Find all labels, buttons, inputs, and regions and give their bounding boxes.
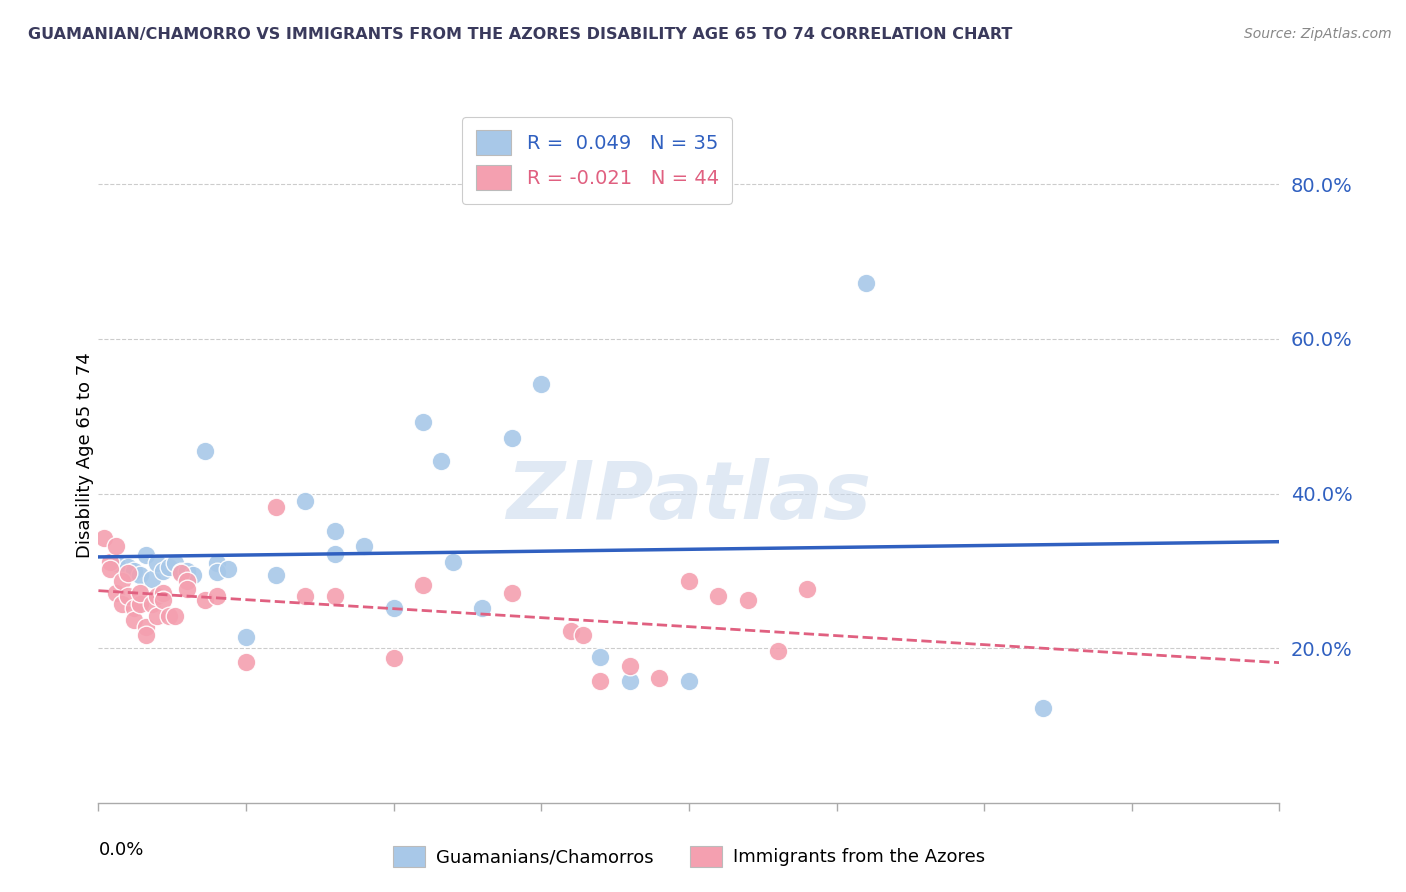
Point	[128, 597, 150, 611]
Point	[98, 562, 121, 576]
Point	[146, 608, 169, 623]
Point	[128, 585, 150, 599]
Point	[117, 560, 139, 574]
Point	[105, 585, 128, 599]
Point	[122, 564, 145, 578]
Point	[294, 590, 316, 604]
Point	[194, 593, 217, 607]
Point	[766, 643, 789, 657]
Point	[205, 566, 228, 580]
Point	[501, 431, 523, 445]
Point	[165, 556, 187, 570]
Point	[152, 564, 174, 578]
Point	[678, 574, 700, 588]
Point	[796, 582, 818, 596]
Point	[560, 624, 582, 639]
Text: 0.0%: 0.0%	[98, 841, 143, 859]
Point	[205, 590, 228, 604]
Point	[105, 539, 128, 553]
Text: Source: ZipAtlas.com: Source: ZipAtlas.com	[1244, 27, 1392, 41]
Point	[141, 572, 163, 586]
Point	[382, 601, 405, 615]
Legend: Guamanians/Chamorros, Immigrants from the Azores: Guamanians/Chamorros, Immigrants from th…	[385, 838, 993, 874]
Point	[165, 608, 187, 623]
Point	[294, 494, 316, 508]
Point	[412, 578, 434, 592]
Point	[235, 655, 257, 669]
Point	[235, 630, 257, 644]
Point	[589, 650, 612, 665]
Point	[412, 416, 434, 430]
Point	[157, 608, 180, 623]
Point	[170, 566, 193, 580]
Point	[264, 500, 287, 515]
Point	[98, 555, 121, 569]
Point	[176, 564, 198, 578]
Point	[678, 673, 700, 688]
Point	[170, 566, 193, 581]
Point	[571, 628, 593, 642]
Point	[619, 673, 641, 688]
Point	[1032, 701, 1054, 715]
Point	[855, 277, 877, 291]
Point	[589, 674, 612, 689]
Point	[152, 585, 174, 599]
Point	[105, 556, 128, 570]
Point	[619, 659, 641, 673]
Point	[146, 556, 169, 570]
Point	[128, 567, 150, 582]
Point	[530, 376, 553, 391]
Point	[176, 574, 198, 588]
Point	[181, 567, 204, 582]
Point	[471, 601, 494, 615]
Point	[707, 590, 730, 604]
Point	[111, 574, 134, 588]
Point	[146, 590, 169, 604]
Y-axis label: Disability Age 65 to 74: Disability Age 65 to 74	[76, 352, 94, 558]
Point	[152, 593, 174, 607]
Point	[501, 585, 523, 599]
Point	[217, 561, 239, 575]
Point	[93, 532, 115, 546]
Point	[441, 555, 464, 569]
Point	[135, 620, 157, 634]
Point	[648, 671, 671, 685]
Point	[117, 590, 139, 604]
Point	[122, 601, 145, 615]
Point	[122, 613, 145, 627]
Point	[323, 590, 346, 604]
Point	[430, 454, 453, 468]
Point	[176, 582, 198, 596]
Point	[205, 556, 228, 570]
Point	[264, 567, 287, 582]
Point	[157, 560, 180, 574]
Point	[135, 628, 157, 642]
Point	[323, 524, 346, 538]
Point	[141, 597, 163, 611]
Text: GUAMANIAN/CHAMORRO VS IMMIGRANTS FROM THE AZORES DISABILITY AGE 65 TO 74 CORRELA: GUAMANIAN/CHAMORRO VS IMMIGRANTS FROM TH…	[28, 27, 1012, 42]
Point	[111, 597, 134, 611]
Point	[194, 444, 217, 458]
Point	[737, 593, 759, 607]
Point	[135, 549, 157, 563]
Point	[382, 651, 405, 665]
Point	[117, 566, 139, 581]
Point	[353, 539, 375, 553]
Text: ZIPatlas: ZIPatlas	[506, 458, 872, 536]
Point	[323, 547, 346, 561]
